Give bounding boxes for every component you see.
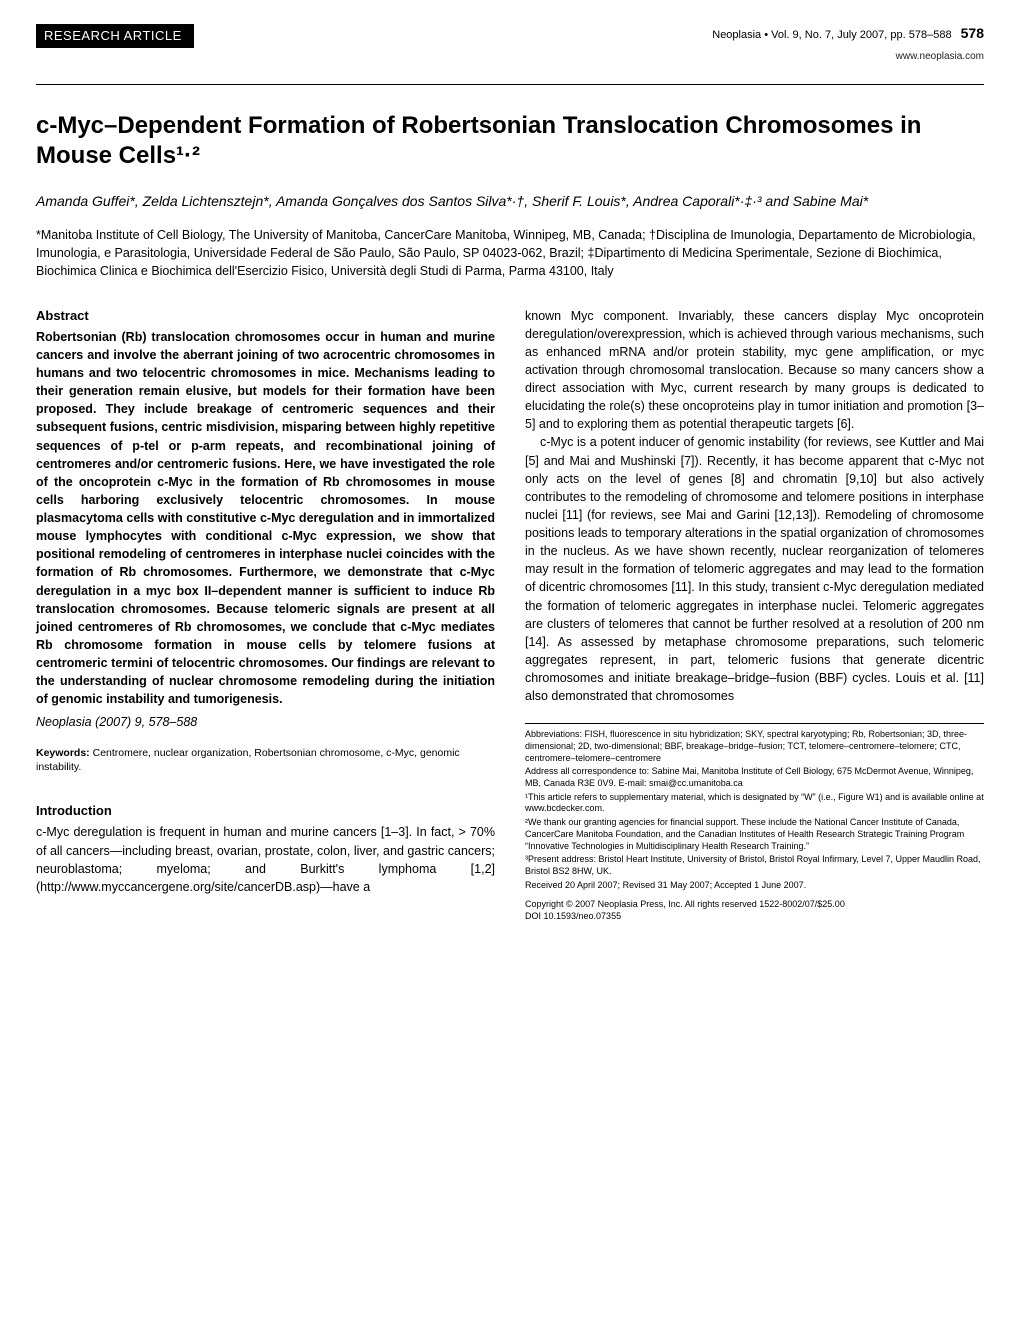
right-column-body: known Myc component. Invariably, these c… [525, 307, 984, 706]
abstract-citation: Neoplasia (2007) 9, 578–588 [36, 714, 495, 732]
page-number: 578 [961, 25, 984, 41]
keywords-label: Keywords: [36, 747, 90, 759]
footnote-received: Received 20 April 2007; Revised 31 May 2… [525, 880, 984, 892]
journal-volume: Vol. 9, No. 7, July 2007, pp. 578–588 [771, 29, 951, 41]
journal-url: www.neoplasia.com [36, 50, 984, 64]
bullet: • [764, 29, 768, 41]
footnote-rule [525, 723, 984, 724]
affiliations: *Manitoba Institute of Cell Biology, The… [36, 226, 984, 280]
abstract-heading: Abstract [36, 307, 495, 325]
journal-reference: Neoplasia • Vol. 9, No. 7, July 2007, pp… [712, 24, 984, 44]
header-row: RESEARCH ARTICLE Neoplasia • Vol. 9, No.… [36, 24, 984, 48]
footnote-abbreviations: Abbreviations: FISH, fluorescence in sit… [525, 729, 984, 764]
author-list: Amanda Guffei*, Zelda Lichtensztejn*, Am… [36, 191, 984, 212]
introduction-body: c-Myc deregulation is frequent in human … [36, 823, 495, 896]
two-column-layout: Abstract Robertsonian (Rb) translocation… [36, 307, 984, 923]
copyright-block: Copyright © 2007 Neoplasia Press, Inc. A… [525, 899, 984, 922]
section-tag: RESEARCH ARTICLE [36, 24, 194, 48]
right-column: known Myc component. Invariably, these c… [525, 307, 984, 923]
page-container: RESEARCH ARTICLE Neoplasia • Vol. 9, No.… [0, 0, 1020, 959]
copyright-line-2: DOI 10.1593/neo.07355 [525, 911, 984, 923]
introduction-heading: Introduction [36, 802, 495, 820]
left-column: Abstract Robertsonian (Rb) translocation… [36, 307, 495, 923]
abstract-body: Robertsonian (Rb) translocation chromoso… [36, 328, 495, 709]
article-title: c-Myc–Dependent Formation of Robertsonia… [36, 111, 984, 171]
footnote-1: ¹This article refers to supplementary ma… [525, 792, 984, 815]
copyright-line-1: Copyright © 2007 Neoplasia Press, Inc. A… [525, 899, 984, 911]
journal-name: Neoplasia [712, 29, 761, 41]
footnotes-block: Abbreviations: FISH, fluorescence in sit… [525, 729, 984, 891]
right-paragraph-2: c-Myc is a potent inducer of genomic ins… [525, 433, 984, 705]
footnote-2: ²We thank our granting agencies for fina… [525, 817, 984, 852]
right-paragraph-1: known Myc component. Invariably, these c… [525, 307, 984, 434]
footnote-3: ³Present address: Bristol Heart Institut… [525, 854, 984, 877]
top-rule [36, 84, 984, 85]
keywords-block: Keywords: Centromere, nuclear organizati… [36, 746, 495, 774]
footnote-address: Address all correspondence to: Sabine Ma… [525, 766, 984, 789]
keywords-text: Centromere, nuclear organization, Robert… [36, 747, 460, 773]
